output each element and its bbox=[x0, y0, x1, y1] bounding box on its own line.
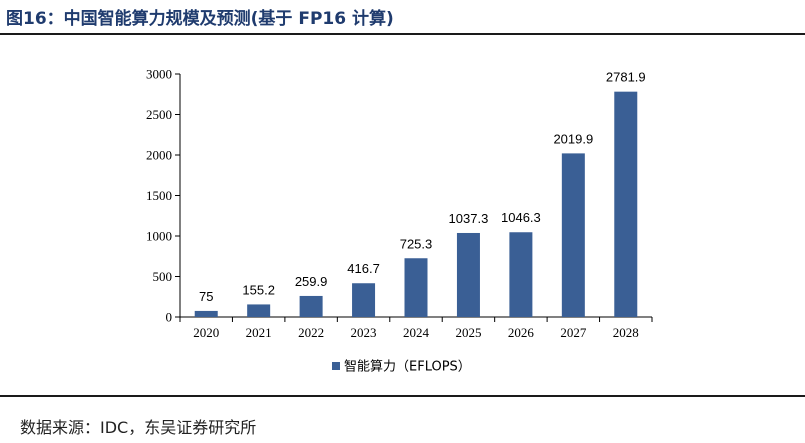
data-label: 2781.9 bbox=[606, 70, 646, 85]
data-label: 416.7 bbox=[347, 261, 380, 276]
data-label: 155.2 bbox=[242, 282, 275, 297]
bar bbox=[509, 232, 533, 317]
figure-title: 图16：中国智能算力规模及预测(基于 FP16 计算) bbox=[6, 9, 394, 29]
y-tick-label: 0 bbox=[166, 310, 173, 325]
top-rule bbox=[0, 33, 805, 35]
y-tick-label: 1500 bbox=[146, 188, 172, 203]
y-tick-label: 1000 bbox=[146, 229, 172, 244]
y-tick-label: 2000 bbox=[146, 148, 172, 163]
x-tick-label: 2023 bbox=[351, 325, 377, 340]
bar bbox=[247, 304, 271, 317]
bottom-rule bbox=[0, 395, 805, 397]
data-label: 1046.3 bbox=[501, 210, 541, 225]
bar-chart: 0 500 1000 1500 2000 2500 3000 2020 75 2021 155.2 2… bbox=[146, 67, 653, 375]
x-tick-label: 2026 bbox=[508, 325, 535, 340]
bar bbox=[352, 283, 376, 317]
y-tick-label: 2500 bbox=[146, 107, 172, 122]
bar bbox=[456, 232, 480, 317]
bar bbox=[614, 91, 638, 317]
bar bbox=[404, 258, 428, 317]
source-note: 数据来源：IDC，东吴证券研究所 bbox=[20, 418, 257, 437]
x-tick-label: 2025 bbox=[455, 325, 481, 340]
x-tick-label: 2028 bbox=[613, 325, 639, 340]
data-label: 1037.3 bbox=[449, 211, 489, 226]
bar bbox=[561, 153, 585, 317]
y-tick-label: 3000 bbox=[146, 67, 172, 82]
x-tick-label: 2020 bbox=[193, 325, 219, 340]
legend-swatch bbox=[332, 362, 340, 370]
x-tick-label: 2022 bbox=[298, 325, 324, 340]
x-tick-label: 2027 bbox=[560, 325, 587, 340]
data-label: 75 bbox=[199, 289, 213, 304]
bar bbox=[194, 310, 218, 317]
y-tick-label: 500 bbox=[153, 269, 173, 284]
data-label: 725.3 bbox=[400, 236, 433, 251]
bar bbox=[299, 295, 323, 317]
data-label: 259.9 bbox=[295, 274, 328, 289]
x-tick-label: 2024 bbox=[403, 325, 430, 340]
legend-label: 智能算力（EFLOPS） bbox=[344, 360, 471, 375]
data-label: 2019.9 bbox=[553, 131, 593, 146]
x-tick-label: 2021 bbox=[246, 325, 272, 340]
